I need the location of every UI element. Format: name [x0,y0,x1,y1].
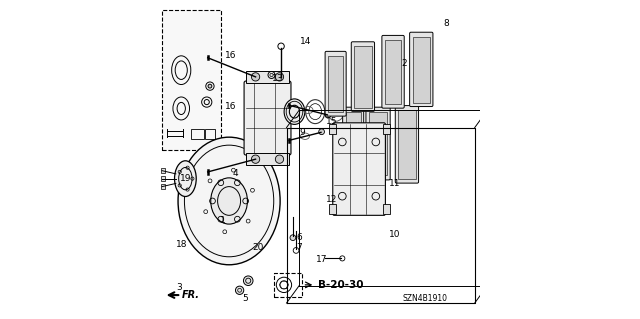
Bar [413,37,430,103]
Bar [205,129,215,139]
Text: SZN4B1910: SZN4B1910 [403,294,448,303]
Text: 2: 2 [402,59,407,68]
Bar [398,110,416,179]
Bar [274,273,303,297]
Text: 8: 8 [443,19,449,28]
FancyBboxPatch shape [366,107,390,180]
Text: 9: 9 [300,128,305,137]
Bar [383,204,390,214]
Text: 18: 18 [175,240,187,249]
Bar [328,204,335,214]
Text: 1: 1 [220,216,225,225]
Bar [246,71,289,83]
Text: 6: 6 [296,233,302,242]
Circle shape [243,276,253,286]
Circle shape [252,73,260,81]
Circle shape [325,112,331,118]
FancyBboxPatch shape [396,106,419,183]
Bar [328,56,343,112]
Text: 3: 3 [177,283,182,292]
Text: 13: 13 [272,74,284,83]
Text: 16: 16 [225,102,236,111]
Bar [354,46,372,108]
Ellipse shape [211,178,248,224]
FancyBboxPatch shape [325,51,346,116]
Bar [191,129,204,139]
Ellipse shape [175,161,196,197]
Text: 14: 14 [300,37,311,46]
Text: FR.: FR. [182,290,200,300]
Text: 10: 10 [389,230,401,239]
Bar [161,176,165,181]
Circle shape [275,73,284,81]
Text: 7: 7 [296,243,302,252]
Text: 15: 15 [326,117,338,126]
Bar [328,124,335,134]
Bar [385,40,401,104]
Bar [162,10,221,150]
Bar [383,124,390,134]
Bar [161,184,165,189]
Text: 5: 5 [242,294,248,303]
Bar [246,153,289,165]
FancyBboxPatch shape [244,81,291,155]
Text: 12: 12 [326,195,337,204]
FancyBboxPatch shape [410,32,433,107]
Circle shape [236,286,244,294]
Circle shape [275,155,284,163]
Text: 11: 11 [389,179,401,188]
Text: 19: 19 [180,174,192,183]
FancyBboxPatch shape [342,107,364,174]
FancyBboxPatch shape [382,35,404,108]
Bar [369,112,387,175]
Ellipse shape [284,99,305,124]
Bar [346,112,361,169]
Circle shape [319,129,324,135]
Text: 20: 20 [252,243,264,252]
Text: B-20-30: B-20-30 [319,280,364,290]
Ellipse shape [178,137,280,265]
FancyBboxPatch shape [333,123,385,215]
Circle shape [208,84,212,88]
Circle shape [290,235,296,241]
Text: 16: 16 [225,51,236,60]
Bar [161,168,165,173]
FancyBboxPatch shape [351,42,374,111]
Circle shape [252,155,260,163]
Text: 4: 4 [233,169,238,178]
Text: 17: 17 [316,256,327,264]
